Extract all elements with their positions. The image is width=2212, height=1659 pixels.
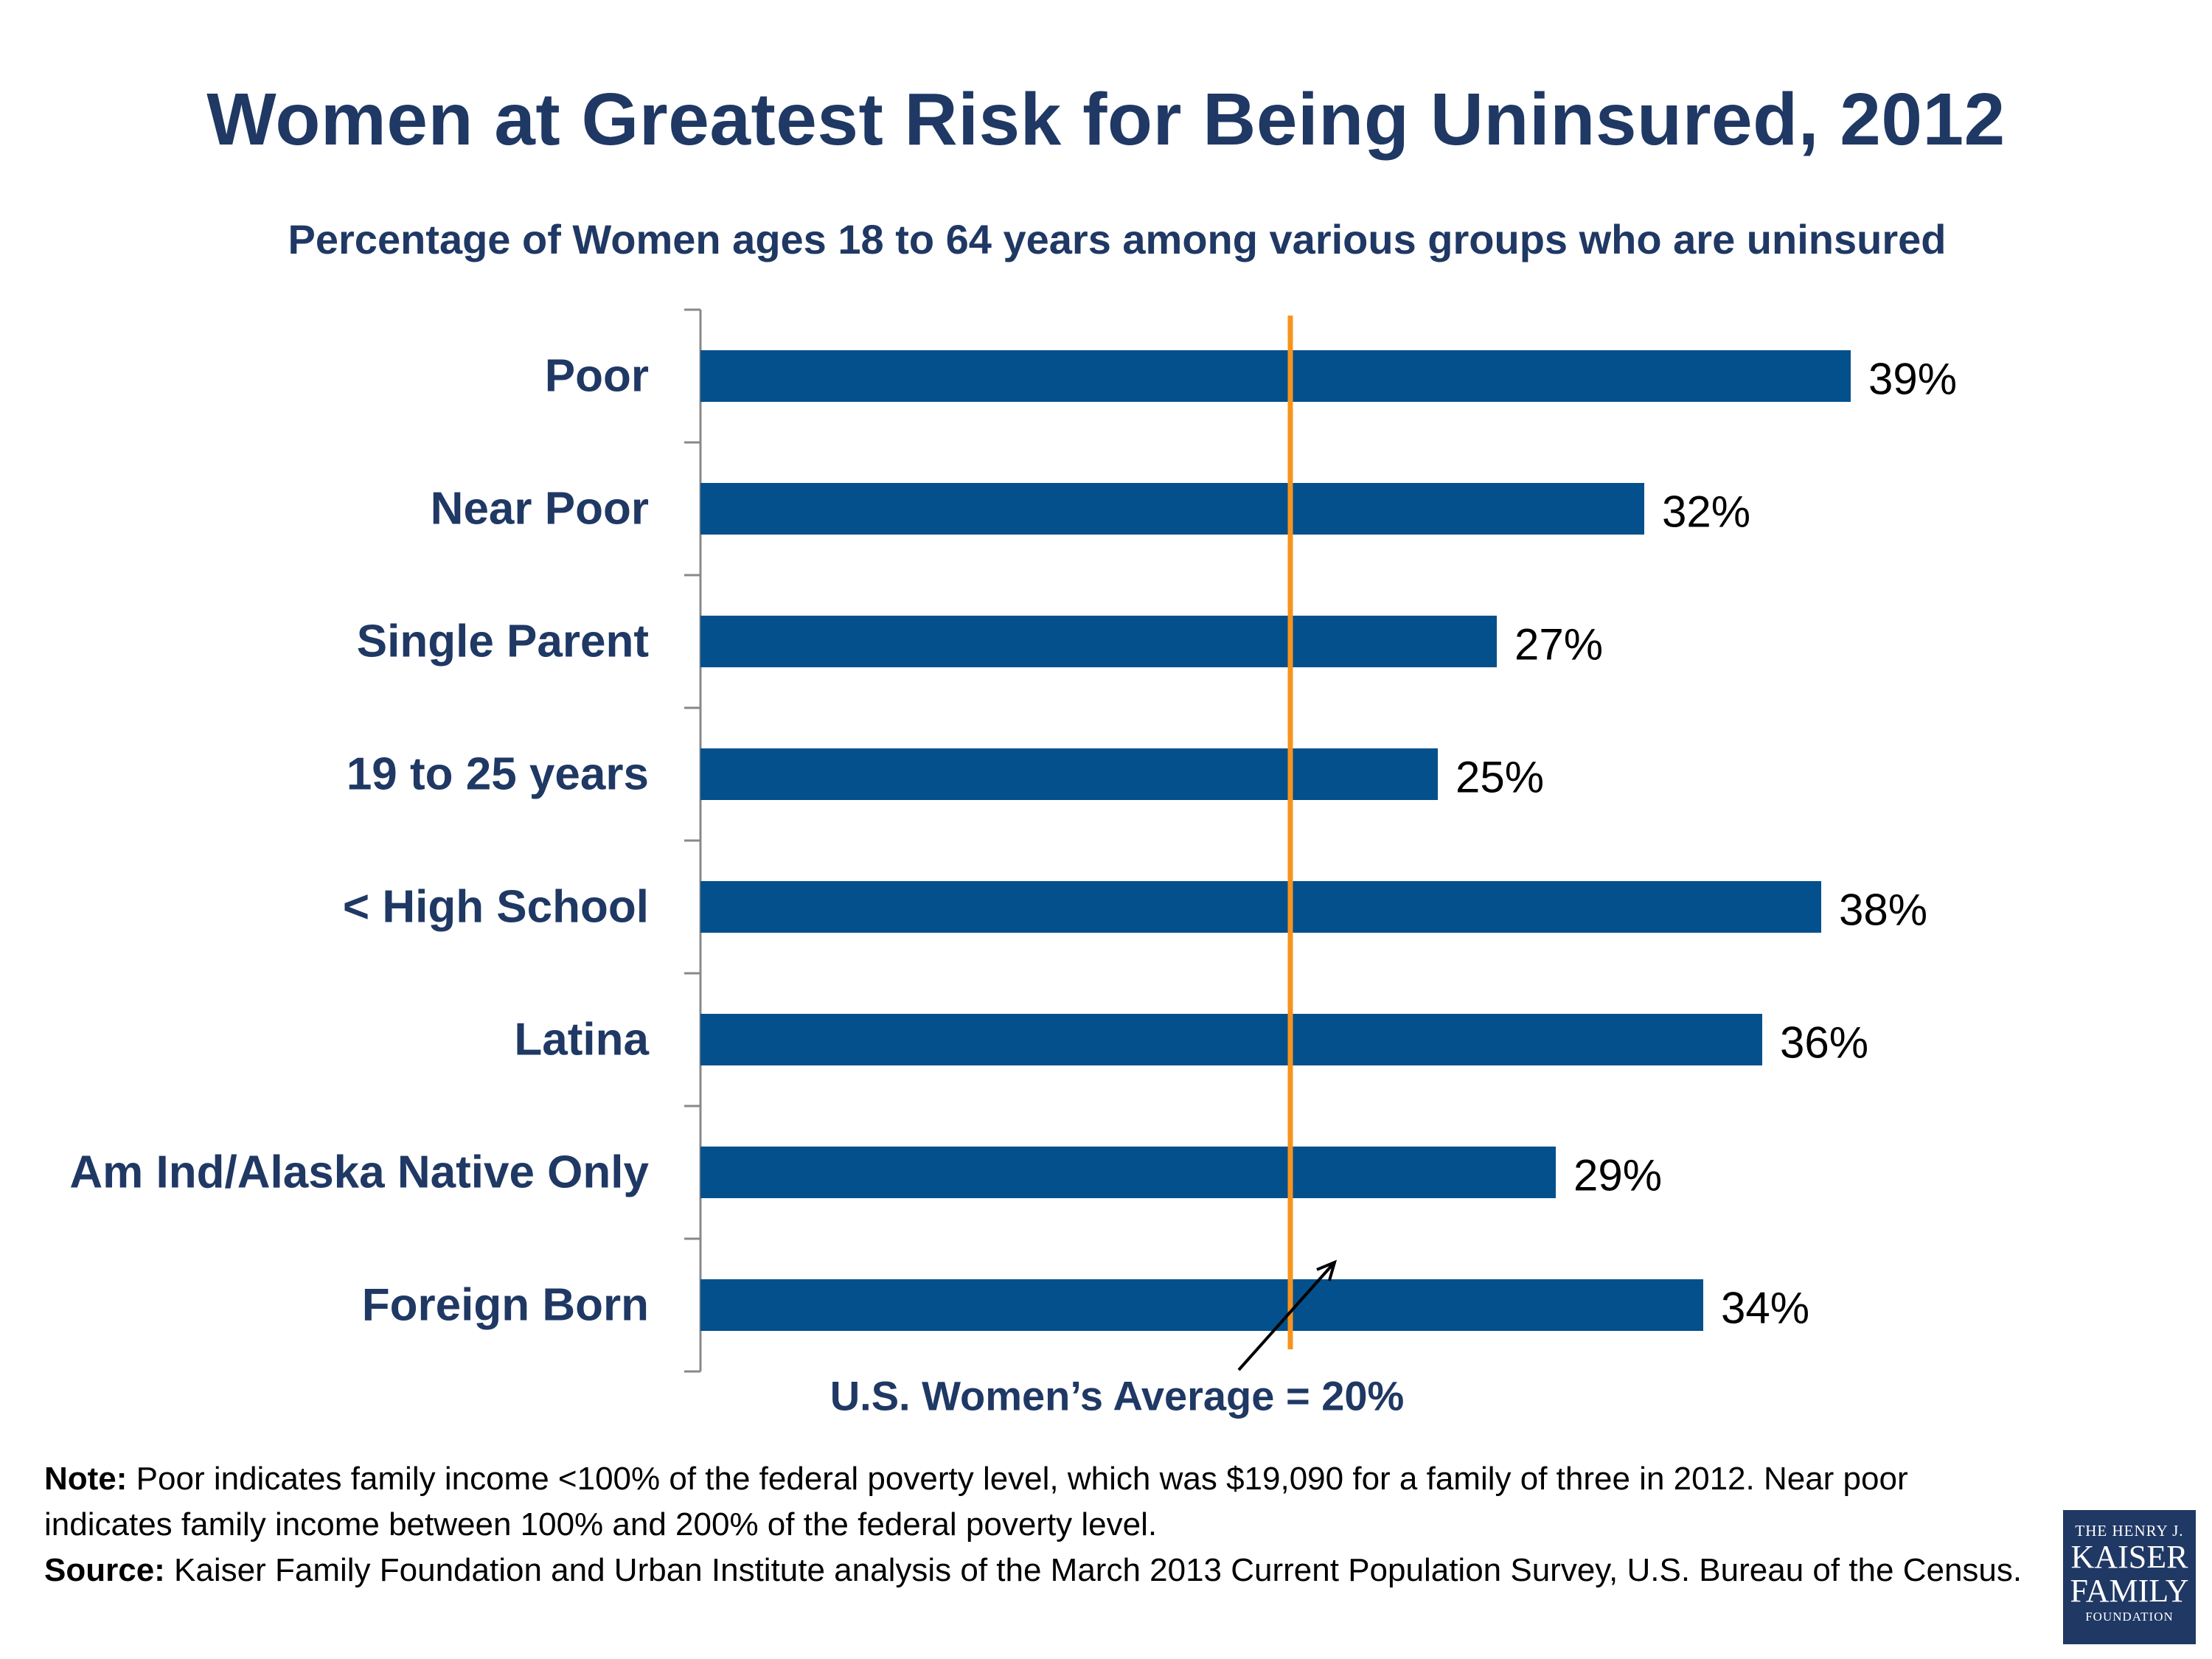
source-label: Source: — [44, 1552, 165, 1588]
category-label: Latina — [514, 1015, 649, 1065]
average-arrow — [1237, 1261, 1336, 1371]
data-label: 25% — [1455, 753, 1544, 802]
note-paragraph: Note: Poor indicates family income <100%… — [44, 1456, 2035, 1548]
category-label: Poor — [545, 351, 649, 402]
category-label: Foreign Born — [362, 1280, 649, 1331]
bar — [700, 483, 1644, 535]
bar — [700, 748, 1438, 800]
note-label: Note: — [44, 1461, 128, 1497]
bar-chart: Poor 39% Near Poor 32% Single Parent 27% 19 to… — [69, 308, 1957, 1419]
chart-subtitle: Percentage of Women ages 18 to 64 years … — [288, 216, 1947, 262]
category-axis — [684, 308, 702, 1373]
data-label: 39% — [1868, 355, 1957, 404]
logo-line-1: THE HENRY J. — [2075, 1522, 2184, 1540]
data-label: 38% — [1839, 886, 1927, 935]
logo-line-3: FAMILY — [2070, 1573, 2189, 1609]
bar — [700, 1014, 1762, 1065]
bar — [700, 350, 1851, 402]
logo-line-4: FOUNDATION — [2085, 1610, 2174, 1624]
bar — [700, 616, 1497, 667]
labels-group: Poor 39% Near Poor 32% Single Parent 27% 19 to… — [69, 351, 1957, 1333]
data-label: 36% — [1780, 1018, 1868, 1068]
category-label: Am Ind/Alaska Native Only — [69, 1147, 649, 1198]
average-reference-group: U.S. Women’s Average = 20% — [830, 316, 1405, 1419]
chart-title: Women at Greatest Risk for Being Uninsur… — [206, 78, 2006, 161]
bar — [700, 881, 1821, 933]
category-label: < High School — [343, 882, 649, 933]
category-label: Single Parent — [357, 616, 649, 667]
note-text: Poor indicates family income <100% of th… — [44, 1461, 1908, 1543]
data-label: 29% — [1573, 1151, 1662, 1200]
logo-line-2: KAISER — [2070, 1539, 2188, 1575]
data-label: 27% — [1514, 620, 1603, 669]
data-label: 34% — [1721, 1284, 1809, 1333]
footnotes: Note: Poor indicates family income <100%… — [44, 1456, 2035, 1593]
kff-logo: THE HENRY J. KAISER FAMILY FOUNDATION — [2063, 1510, 2196, 1644]
source-paragraph: Source: Kaiser Family Foundation and Urb… — [44, 1548, 2035, 1593]
bar — [700, 1147, 1556, 1198]
bars-group — [700, 350, 1851, 1331]
category-label: Near Poor — [431, 484, 649, 535]
data-label: 32% — [1662, 487, 1750, 537]
category-label: 19 to 25 years — [347, 749, 649, 800]
average-arrowhead — [1316, 1259, 1338, 1281]
source-text: Kaiser Family Foundation and Urban Insti… — [164, 1552, 2023, 1588]
bar — [700, 1279, 1703, 1331]
average-label: U.S. Women’s Average = 20% — [830, 1373, 1405, 1419]
